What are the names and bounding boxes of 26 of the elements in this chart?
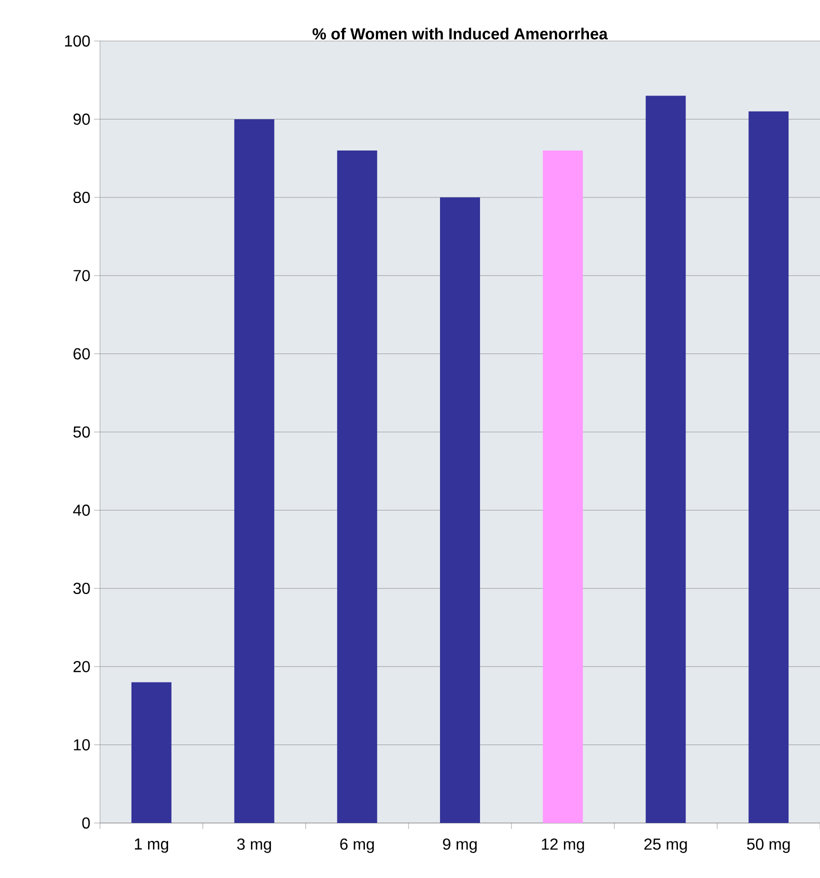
x-tick-label: 1 mg <box>134 838 168 853</box>
x-tick-label: 9 mg <box>443 838 477 853</box>
y-tick-label: 0 <box>82 817 90 829</box>
y-tick-label: 10 <box>74 739 90 750</box>
y-tick-label: 60 <box>74 348 90 360</box>
x-tick-label: 50 mg <box>747 838 790 853</box>
y-tick-label: 90 <box>74 114 90 125</box>
x-tick-label: 3 mg <box>237 838 271 853</box>
chart-title: % of Women with Induced Amenorrhea <box>312 28 608 40</box>
y-tick-label: 20 <box>74 660 90 672</box>
bar <box>131 682 172 823</box>
x-tick-label: 25 mg <box>644 838 687 853</box>
y-tick-label: 30 <box>73 582 90 594</box>
bar <box>542 150 583 823</box>
x-tick-label: 6 mg <box>340 838 374 853</box>
bar <box>748 111 789 823</box>
y-tick-label: 40 <box>73 504 90 516</box>
y-tick-label: 70 <box>74 270 90 282</box>
x-tick-label: 12 mg <box>542 838 584 853</box>
bar <box>337 150 378 823</box>
y-tick-label: 50 <box>73 426 90 438</box>
y-tick-label: 80 <box>73 192 90 204</box>
bar <box>646 96 686 823</box>
y-tick-label: 100 <box>65 35 90 47</box>
bar <box>440 197 480 823</box>
bar <box>234 119 274 823</box>
